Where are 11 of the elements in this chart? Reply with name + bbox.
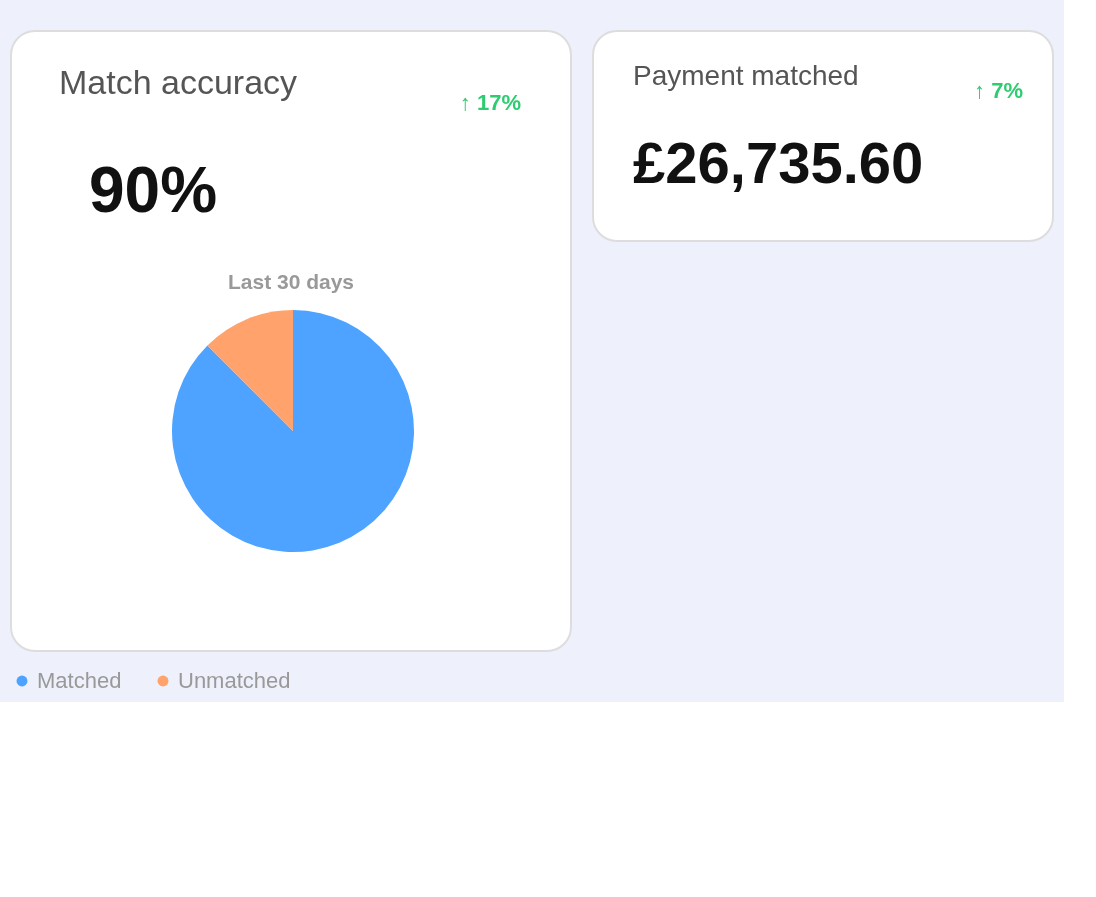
text: £26,735.60 (633, 130, 924, 195)
chart-title: Match accuracy (59, 63, 298, 101)
legend-label: Unmatched (178, 668, 291, 693)
text: ↑ 7% (974, 78, 1023, 103)
pie-slice (172, 310, 414, 552)
pie-slice (207, 310, 293, 431)
text: Payment matched (633, 60, 859, 91)
text: 90% (89, 154, 218, 226)
chart-subtitle: Last 30 days (227, 270, 355, 293)
text: ↑ 17% (459, 90, 521, 115)
legend-label: Matched (37, 668, 122, 693)
